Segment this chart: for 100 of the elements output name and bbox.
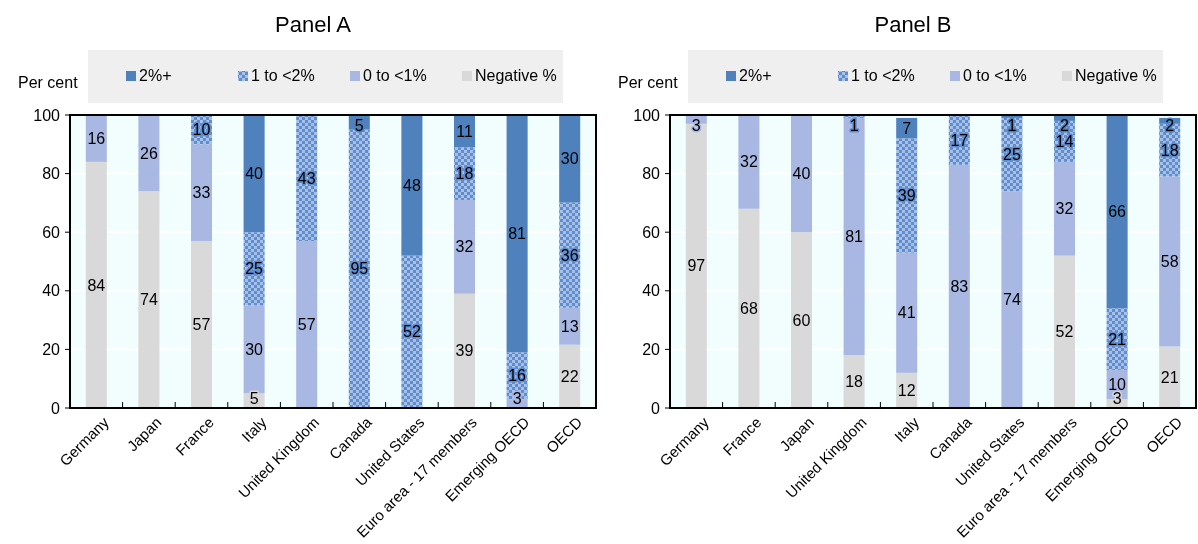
- bar: [1053, 255, 1076, 408]
- bar: [138, 191, 160, 408]
- data-label: 57: [192, 316, 211, 334]
- y-tick-label: 60: [42, 223, 61, 241]
- data-label: 18: [1160, 141, 1179, 159]
- data-label: 30: [245, 341, 264, 358]
- legend-label: 2%+: [139, 67, 172, 84]
- data-label: 16: [87, 130, 106, 148]
- y-tick-label: 40: [642, 282, 661, 300]
- data-label: 32: [455, 238, 474, 256]
- data-label: 32: [1055, 200, 1074, 218]
- bar: [738, 208, 760, 408]
- data-label: 66: [1108, 203, 1127, 221]
- data-label: 21: [1160, 368, 1179, 386]
- bar: [296, 240, 318, 408]
- data-label: 1: [849, 116, 859, 134]
- data-label: 33: [192, 184, 211, 202]
- y-tick-label: 100: [633, 106, 661, 124]
- data-label: 21: [1108, 330, 1127, 348]
- bar: [401, 115, 423, 256]
- data-label: 18: [845, 373, 864, 391]
- data-label: 26: [140, 144, 158, 162]
- data-label: 5: [354, 116, 364, 134]
- data-label: 13: [560, 317, 579, 335]
- data-label: 5: [249, 389, 259, 407]
- legend-label: 1 to <2%: [251, 67, 315, 84]
- bar: [896, 252, 918, 373]
- data-label: 25: [245, 260, 264, 278]
- data-label: 74: [1003, 291, 1021, 309]
- y-tick-label: 80: [642, 165, 661, 183]
- x-tick-label: Italy: [238, 413, 270, 445]
- data-label: 40: [245, 165, 264, 183]
- y-tick-label: 40: [42, 282, 61, 300]
- data-label: 14: [1055, 132, 1074, 150]
- data-label: 22: [560, 367, 579, 385]
- data-label: 3: [512, 389, 522, 407]
- data-label: 17: [950, 131, 969, 149]
- bar: [401, 255, 423, 408]
- data-label: 60: [792, 311, 811, 329]
- bar: [506, 115, 528, 353]
- data-label: 40: [792, 165, 811, 183]
- legend-label: 0 to <1%: [363, 67, 427, 84]
- y-tick-label: 20: [42, 341, 61, 358]
- data-label: 97: [687, 257, 706, 275]
- data-label: 81: [508, 225, 527, 243]
- bar: [790, 232, 813, 408]
- data-label: 41: [897, 304, 916, 322]
- x-tick-label: Italy: [890, 413, 923, 445]
- legend-label: 2%+: [739, 67, 772, 84]
- data-label: 58: [1160, 253, 1179, 271]
- data-label: 32: [740, 153, 758, 171]
- chart-title: Panel A: [275, 12, 352, 37]
- data-label: 43: [297, 169, 316, 187]
- y-tick-label: 20: [642, 341, 661, 358]
- chart-title: Panel B: [874, 12, 952, 37]
- data-label: 3: [1112, 389, 1122, 407]
- data-label: 7: [902, 119, 912, 137]
- y-axis-title: Per cent: [18, 74, 79, 91]
- y-tick-label: 80: [42, 165, 61, 183]
- data-label: 16: [508, 367, 527, 385]
- bar: [1001, 191, 1023, 408]
- bar: [190, 240, 213, 408]
- y-tick-label: 0: [51, 399, 61, 417]
- data-label: 74: [140, 291, 158, 309]
- data-label: 84: [87, 276, 106, 294]
- legend-label: Negative %: [1075, 67, 1157, 84]
- y-tick-label: 60: [642, 223, 661, 241]
- data-label: 81: [845, 228, 864, 246]
- bar: [85, 161, 107, 408]
- data-label: 1: [1007, 116, 1017, 134]
- bar: [948, 164, 970, 408]
- data-label: 83: [950, 278, 969, 296]
- y-axis-title: Per cent: [618, 74, 679, 91]
- data-label: 30: [560, 150, 579, 168]
- bar: [1106, 115, 1128, 309]
- legend-label: 0 to <1%: [963, 67, 1027, 84]
- data-label: 52: [1055, 323, 1074, 341]
- data-label: 2: [1165, 116, 1175, 134]
- data-label: 52: [403, 323, 421, 341]
- data-label: 3: [691, 116, 701, 134]
- data-label: 39: [897, 187, 916, 205]
- data-label: 68: [740, 299, 758, 317]
- legend-label: 1 to <2%: [851, 67, 915, 84]
- data-label: 2: [1060, 116, 1070, 134]
- y-tick-label: 100: [33, 106, 61, 124]
- data-label: 25: [1003, 146, 1021, 164]
- data-label: 10: [192, 121, 211, 139]
- data-label: 36: [560, 246, 579, 264]
- bar: [843, 117, 865, 356]
- data-label: 18: [455, 165, 474, 183]
- data-label: 12: [897, 382, 916, 400]
- data-label: 95: [350, 260, 369, 278]
- bar: [348, 129, 370, 408]
- legend-label: Negative %: [475, 67, 557, 84]
- y-tick-label: 0: [651, 399, 661, 417]
- bar: [1159, 176, 1181, 347]
- data-label: 57: [297, 316, 316, 334]
- data-label: 48: [403, 176, 421, 194]
- data-label: 39: [455, 342, 474, 360]
- data-label: 11: [456, 122, 473, 140]
